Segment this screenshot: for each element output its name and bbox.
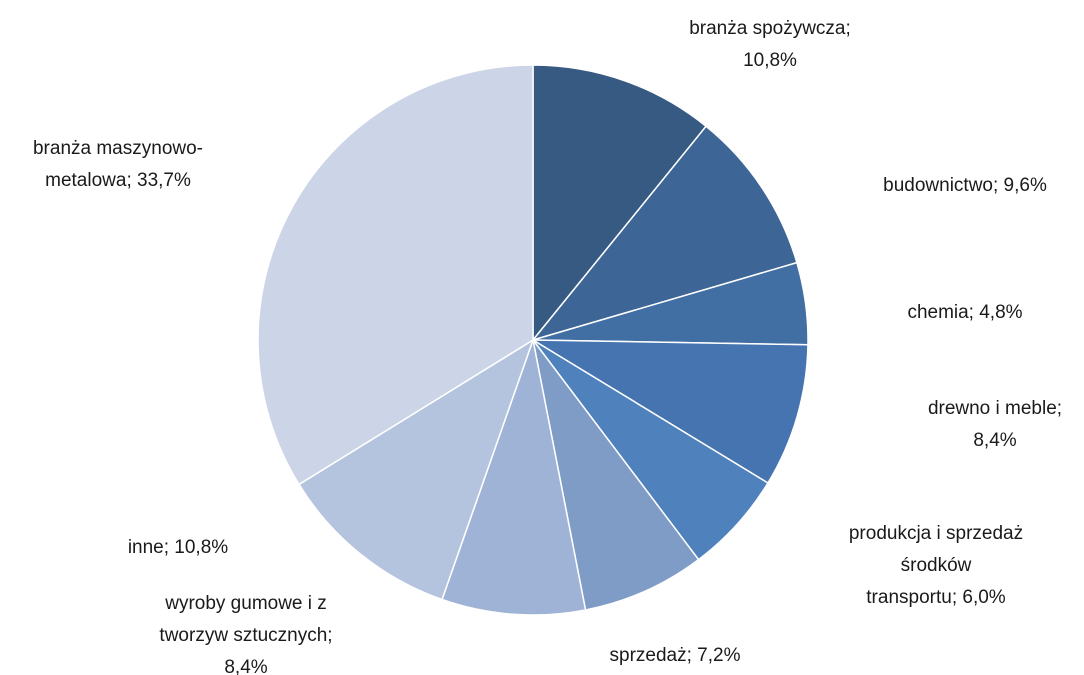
label-line: drewno i meble; <box>928 398 1062 419</box>
label-line: 10,8% <box>743 50 797 71</box>
data-label: drewno i meble; 8,4% <box>928 398 1062 451</box>
data-label: chemia; 4,8% <box>907 302 1022 323</box>
label-line: tworzyw sztucznych; <box>159 625 332 646</box>
label-line: chemia; 4,8% <box>907 302 1022 323</box>
pie-slice <box>530 339 809 484</box>
data-label: produkcja i sprzedaż środków transportu; 6… <box>849 523 1023 608</box>
label-line: metalowa; 33,7% <box>45 170 191 191</box>
label-line: środków <box>901 555 972 576</box>
pie-slice <box>297 338 535 601</box>
data-label: inne; 10,8% <box>128 537 228 558</box>
label-line: budownictwo; 9,6% <box>883 175 1047 196</box>
label-line: wyroby gumowe i z <box>164 593 327 614</box>
data-label: branża spożywcza; 10,8% <box>689 18 851 71</box>
label-line: branża maszynowo- <box>33 138 203 159</box>
label-line: branża spożywcza; <box>689 18 851 39</box>
label-line: 8,4% <box>224 657 267 675</box>
pie-slice <box>441 337 587 616</box>
label-line: produkcja i sprzedaż <box>849 523 1023 544</box>
label-line: inne; 10,8% <box>128 537 228 558</box>
label-line: 8,4% <box>973 430 1016 451</box>
data-label: wyroby gumowe i z tworzyw sztucznych; 8,4% <box>159 593 332 675</box>
label-line: sprzedaż; 7,2% <box>610 645 741 666</box>
pie-slice <box>257 64 534 486</box>
data-label: branża maszynowo-metalowa; 33,7% <box>33 138 203 191</box>
pie-slice <box>532 339 700 611</box>
data-label: sprzedaż; 7,2% <box>610 645 741 666</box>
pie-slice <box>532 64 708 343</box>
pie-slice <box>530 125 798 342</box>
label-line: transportu; 6,0% <box>866 587 1006 608</box>
data-label: budownictwo; 9,6% <box>883 175 1047 196</box>
